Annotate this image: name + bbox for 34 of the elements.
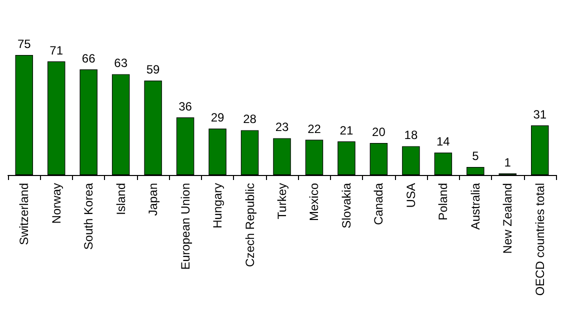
data-label: 18: [404, 128, 418, 142]
x-tick-label: New Zealand: [500, 183, 515, 254]
x-tick-label: European Union: [178, 183, 192, 270]
x-tick-label: Turkey: [275, 183, 289, 220]
data-label: 31: [533, 107, 547, 122]
data-label: 5: [472, 149, 480, 163]
data-label: 22: [308, 122, 322, 136]
data-label: 14: [436, 134, 450, 149]
data-label: 71: [50, 43, 64, 58]
data-label: 63: [114, 56, 128, 70]
x-tick-label: Norway: [49, 183, 64, 224]
data-label: 20: [372, 125, 386, 139]
data-label: 66: [82, 51, 96, 66]
x-tick-label: Island: [114, 183, 128, 216]
x-tick-label: South Korea: [82, 182, 96, 250]
x-tick-label: Japan: [146, 183, 160, 216]
x-tick-label: Slovakia: [339, 182, 354, 228]
data-label: 28: [243, 112, 257, 126]
x-tick-label: Switzerland: [17, 183, 32, 246]
x-tick-label: Mexico: [307, 182, 322, 222]
x-tick-label: USA: [404, 183, 418, 208]
data-label: 59: [146, 62, 160, 77]
data-label: 29: [210, 110, 225, 125]
x-tick-label: OECD countries total: [532, 183, 547, 296]
x-tick-label: Australia: [468, 182, 482, 230]
data-label: 36: [178, 99, 192, 114]
x-tick-label: Czech Republic: [242, 183, 257, 268]
x-tick-label: Hungary: [210, 183, 225, 228]
data-label: 1: [504, 155, 512, 170]
data-label: 21: [340, 123, 354, 138]
data-label: 75: [17, 37, 32, 51]
x-tick-label: Canada: [372, 182, 386, 226]
x-tick-label: Poland: [436, 183, 450, 220]
data-label: 23: [275, 120, 289, 134]
